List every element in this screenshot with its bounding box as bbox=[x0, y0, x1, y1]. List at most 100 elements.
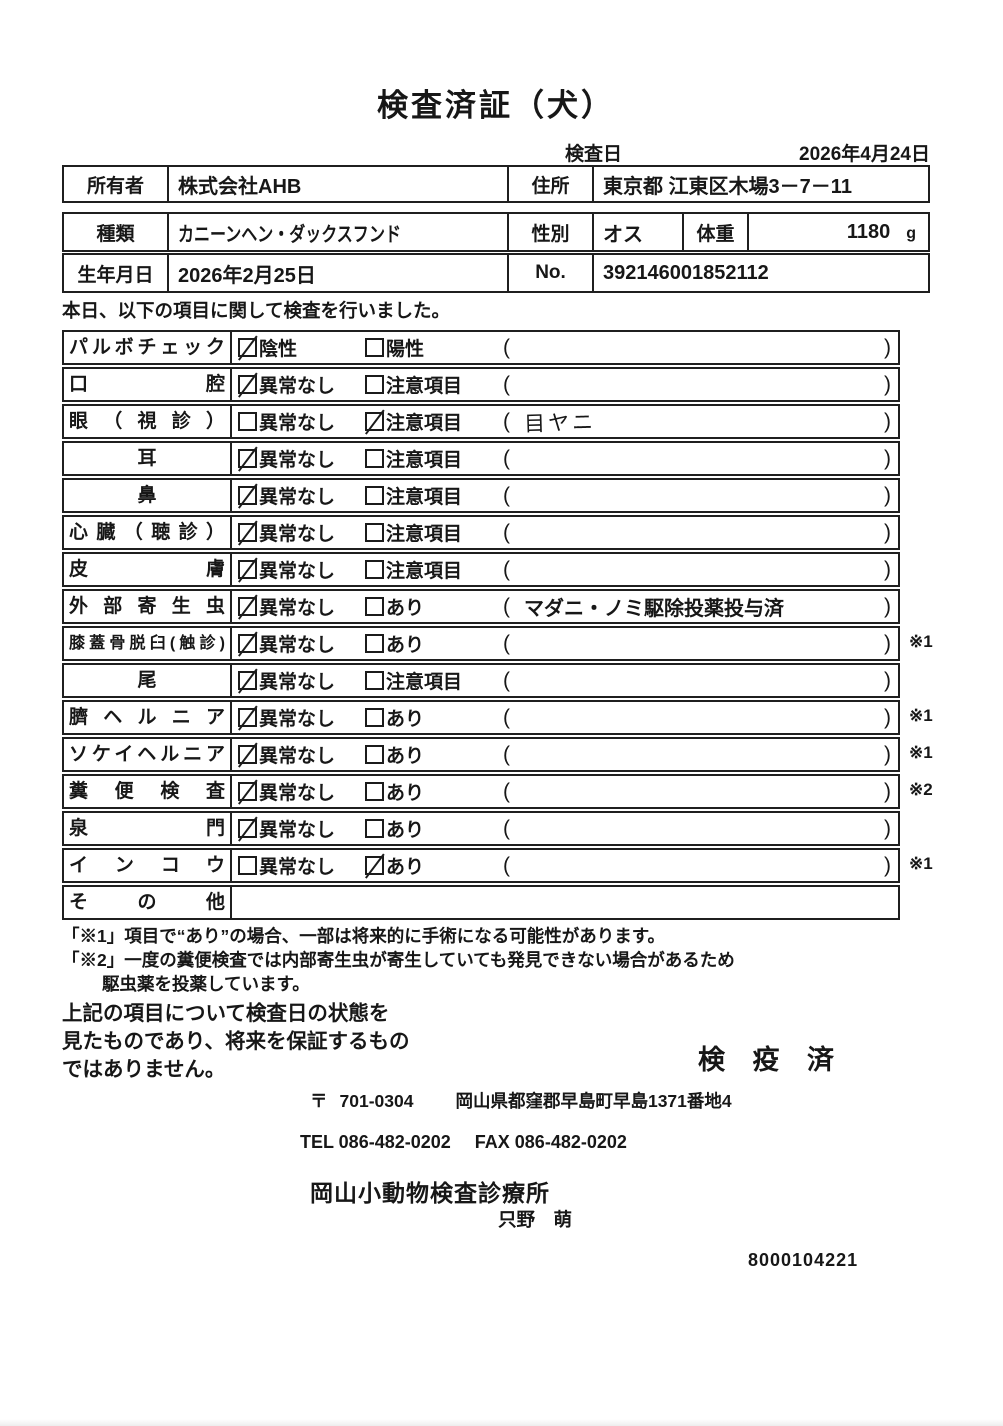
option1-label: 異常なし bbox=[259, 524, 336, 545]
no-value: 392146001852112 bbox=[592, 255, 928, 291]
owner-label: 所有者 bbox=[86, 175, 144, 197]
option1-group: 異常なし bbox=[238, 630, 365, 657]
birth-row: 生年月日 2026年2月25日 No. 392146001852112 bbox=[62, 253, 930, 293]
reference-mark: ※1 bbox=[909, 706, 933, 725]
owner-table: 所有者 株式会社AHB 住所 東京都 江東区木場3－7－11 bbox=[62, 165, 930, 203]
option1-checkbox bbox=[238, 634, 257, 653]
option1-group: 異常なし bbox=[238, 371, 365, 398]
weight-value: 1180 bbox=[846, 220, 891, 243]
quarantine-stamp: 検 疫 済 bbox=[698, 1045, 845, 1075]
row-label: 糞便検査 bbox=[64, 776, 232, 807]
footnote-1: 「※1」項目で“あり”の場合、一部は将来的に手術になる可能性があります。 bbox=[62, 926, 665, 946]
inspection-date-line: 検査日 2026年4月24日 bbox=[62, 139, 930, 165]
certificate-content: 検査済証（犬） 検査日 2026年4月24日 所有者 株式会社AHB 住所 東京… bbox=[62, 0, 933, 1426]
breed-label: 種類 bbox=[96, 223, 135, 245]
breed-value: カニーンヘン・ダックスフンド bbox=[167, 214, 507, 250]
option1-checkbox bbox=[238, 560, 257, 579]
option1-label: 異常なし bbox=[259, 820, 336, 841]
row-label: 鼻 bbox=[64, 480, 232, 511]
option1-label: 異常なし bbox=[259, 709, 336, 730]
option2-group: 注意項目 bbox=[365, 519, 503, 546]
postal-code: 701-0304 bbox=[339, 1091, 414, 1111]
clinic-tel: TEL 086-482-0202 bbox=[300, 1132, 451, 1152]
option2-label: あり bbox=[386, 635, 425, 656]
reference-mark: ※1 bbox=[909, 632, 933, 651]
paren-open: ( bbox=[503, 668, 510, 692]
option1-label: 異常なし bbox=[259, 746, 336, 767]
option2-group: 陽性 bbox=[365, 334, 503, 361]
checklist-row: インコウ 異常なし あり ( ) ※1 bbox=[62, 848, 933, 883]
row-label: 眼（視診） bbox=[64, 406, 232, 437]
option1-checkbox bbox=[238, 486, 257, 505]
owner-row: 所有者 株式会社AHB 住所 東京都 江東区木場3－7－11 bbox=[62, 165, 930, 203]
footnote-2: 「※2」一度の糞便検査では内部寄生虫が寄生していても発見できない場合があるため bbox=[62, 950, 735, 970]
option2-group: あり bbox=[365, 704, 503, 731]
option2-label: あり bbox=[386, 746, 425, 767]
reference-mark: ※1 bbox=[909, 743, 933, 762]
option2-checkbox bbox=[365, 375, 384, 394]
option1-group: 異常なし bbox=[238, 408, 365, 435]
no-label: No. bbox=[507, 255, 592, 291]
weight-value-cell: 1180 g bbox=[747, 214, 928, 250]
paren-close: ) bbox=[884, 668, 891, 692]
paren-close: ) bbox=[884, 557, 891, 581]
paren-open: ( bbox=[503, 520, 510, 544]
paren-open: ( bbox=[503, 779, 510, 803]
row-label: その他 bbox=[64, 887, 232, 918]
option1-label: 異常なし bbox=[259, 450, 336, 471]
option1-checkbox bbox=[238, 449, 257, 468]
option1-checkbox bbox=[238, 338, 257, 357]
checklist-row: 外部寄生虫 異常なし あり ( マダニ・ノミ駆除投薬投与済 ) bbox=[62, 589, 930, 624]
option1-checkbox bbox=[238, 782, 257, 801]
option2-label: 注意項目 bbox=[386, 524, 463, 545]
option1-label: 異常なし bbox=[259, 598, 336, 619]
option2-label: あり bbox=[386, 598, 425, 619]
paren-close: ) bbox=[884, 853, 891, 877]
paren-close: ) bbox=[884, 816, 891, 840]
option2-checkbox bbox=[365, 782, 384, 801]
row-label: 尾 bbox=[64, 665, 232, 696]
option2-checkbox bbox=[365, 449, 384, 468]
option1-label: 異常なし bbox=[259, 635, 336, 656]
paren-close: ) bbox=[884, 446, 891, 470]
inspection-date-value: 2026年4月24日 bbox=[799, 144, 930, 165]
paren-close: ) bbox=[884, 335, 891, 359]
option2-label: 注意項目 bbox=[386, 413, 463, 434]
option1-group: 異常なし bbox=[238, 704, 365, 731]
note-text: マダニ・ノミ駆除投薬投与済 bbox=[524, 598, 784, 620]
clinic-address-line: 〒 701-0304 岡山県都窪郡早島町早島1371番地4 bbox=[310, 1088, 732, 1113]
checklist-row: 眼（視診） 異常なし 注意項目 ( 目ヤニ ) bbox=[62, 404, 930, 439]
option2-label: あり bbox=[386, 783, 425, 804]
option1-group: 異常なし bbox=[238, 815, 365, 842]
disclaimer-statement: 上記の項目について検査日の状態を 見たものであり、将来を保証するもの ではありま… bbox=[62, 1000, 409, 1084]
option2-checkbox bbox=[365, 597, 384, 616]
option1-label: 異常なし bbox=[259, 561, 336, 582]
option2-checkbox bbox=[365, 856, 384, 875]
paren-close: ) bbox=[884, 520, 891, 544]
option1-label: 異常なし bbox=[259, 672, 336, 693]
checklist-row: 臍ヘルニア 異常なし あり ( ) ※1 bbox=[62, 700, 933, 735]
option1-checkbox bbox=[238, 597, 257, 616]
option1-group: 異常なし bbox=[238, 778, 365, 805]
paren-open: ( bbox=[503, 409, 510, 433]
owner-value: 株式会社AHB bbox=[167, 167, 507, 201]
option2-label: あり bbox=[386, 709, 425, 730]
option2-checkbox bbox=[365, 412, 384, 431]
breed-row: 種類 カニーンヘン・ダックスフンド 性別 オス 体重 1180 g bbox=[62, 212, 930, 252]
checklist-row: 尾 異常なし 注意項目 ( ) bbox=[62, 663, 930, 698]
option1-group: 異常なし bbox=[238, 852, 365, 879]
address-label: 住所 bbox=[507, 167, 592, 201]
inspection-date-label: 検査日 bbox=[565, 144, 623, 165]
page-title: 検査済証（犬） bbox=[377, 88, 615, 123]
option1-checkbox bbox=[238, 375, 257, 394]
option2-label: 注意項目 bbox=[386, 450, 463, 471]
option2-label: 陽性 bbox=[386, 339, 425, 360]
row-label: 外部寄生虫 bbox=[64, 591, 232, 622]
checklist-row: 糞便検査 異常なし あり ( ) ※2 bbox=[62, 774, 933, 809]
footnotes: 「※1」項目で“あり”の場合、一部は将来的に手術になる可能性があります。 「※2… bbox=[62, 924, 735, 996]
option1-group: 異常なし bbox=[238, 556, 365, 583]
paren-open: ( bbox=[503, 557, 510, 581]
row-label: 泉門 bbox=[64, 813, 232, 844]
checklist-row: 鼻 異常なし 注意項目 ( ) bbox=[62, 478, 930, 513]
option1-checkbox bbox=[238, 819, 257, 838]
